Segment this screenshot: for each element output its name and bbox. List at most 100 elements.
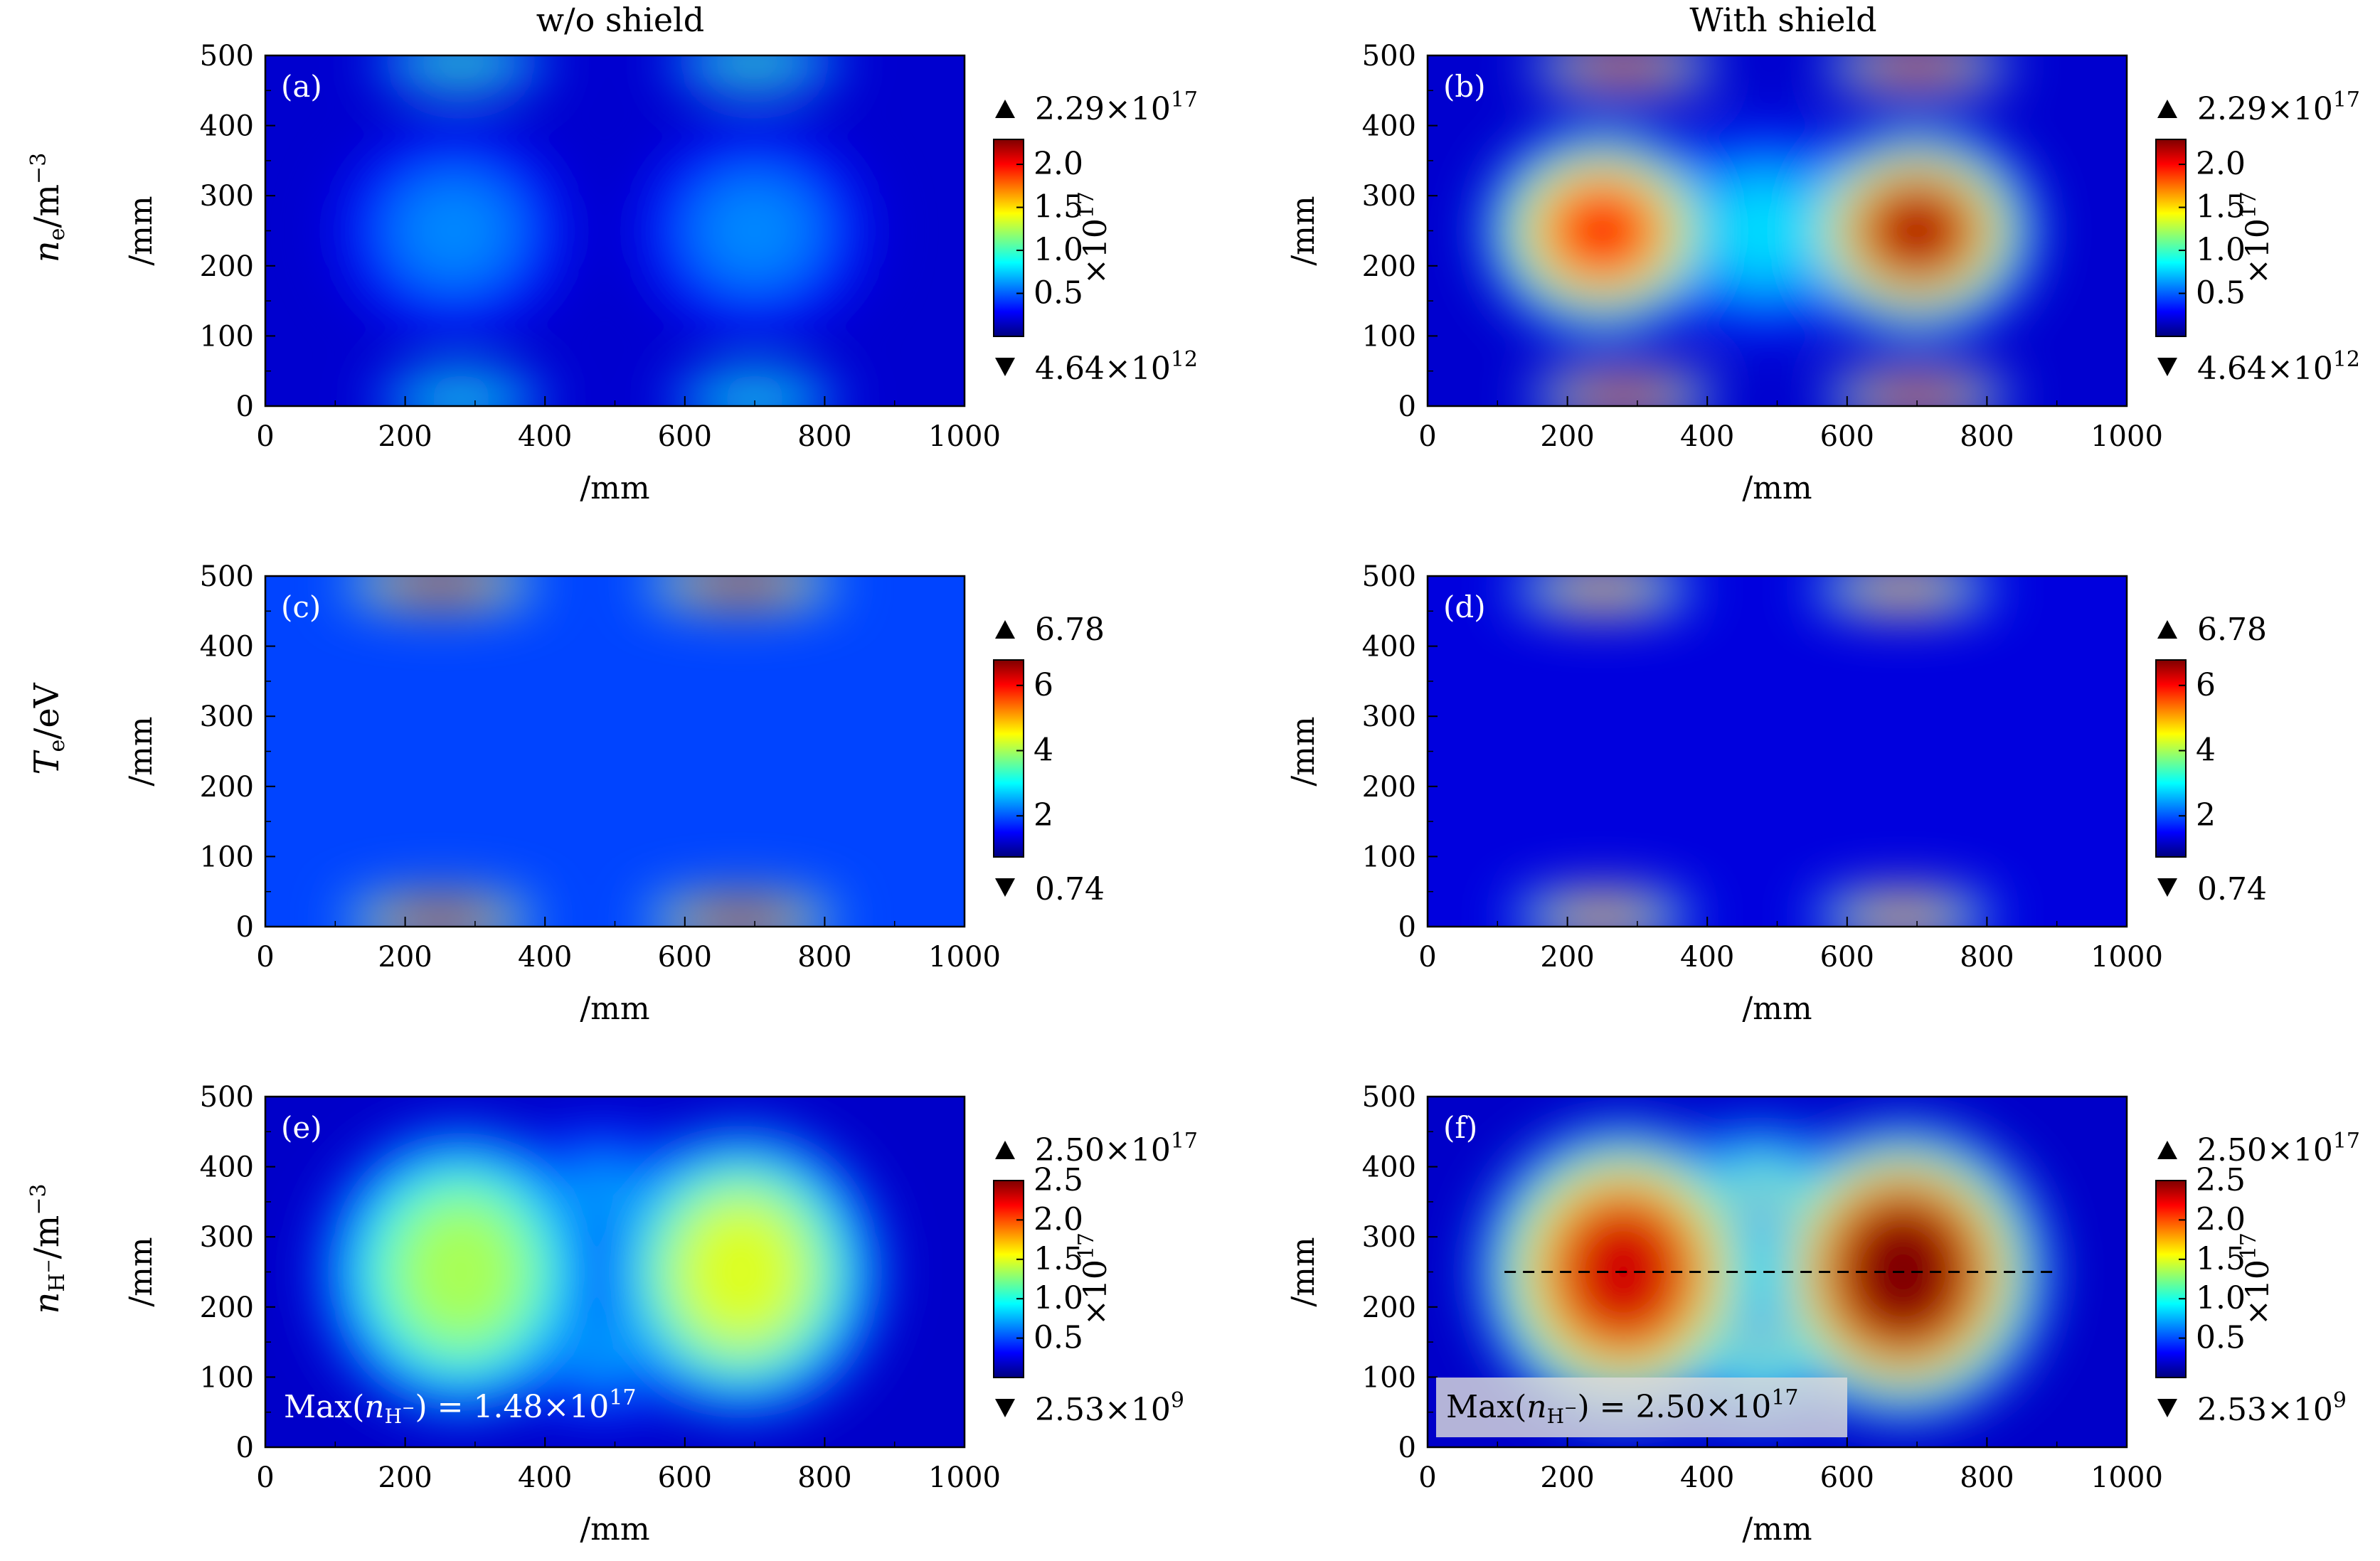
heatmap-hotspot [392, 576, 489, 597]
colorbar-tick-label: 0.5 [1034, 275, 1083, 311]
max-triangle-icon [2157, 620, 2177, 639]
x-tick-label: 0 [1418, 1461, 1436, 1494]
y-tick-label: 300 [1362, 1221, 1416, 1254]
colorbar-max-label: 6.78 [1035, 612, 1105, 648]
heatmap-panel-a: (a) 0 200 400 600 800 1000 0 100 200 300 400 500/mm /… [123, 40, 1198, 506]
y-tick-label: 200 [1362, 1291, 1416, 1324]
heatmap-hotspot [1554, 576, 1651, 602]
heatmap-field [1428, 55, 2127, 406]
y-tick-label: 0 [236, 911, 254, 944]
x-tick-label: 0 [256, 1461, 274, 1494]
colorbar-tick-label: 2.0 [1034, 1201, 1083, 1237]
colorbar: 2.52.0 1.51.0 0.5 2.50×1017 2.53×109 ×1017 [993, 1129, 1198, 1428]
y-tick-label: 100 [200, 1361, 254, 1394]
y-tick-label: 0 [1398, 390, 1416, 423]
max-triangle-icon [2157, 100, 2177, 118]
y-tick-label: 200 [1362, 771, 1416, 804]
colorbar-min-label: 4.64×1012 [1035, 347, 1198, 387]
min-triangle-icon [995, 358, 1015, 376]
x-axis-label: /mm [580, 470, 649, 506]
x-tick-label: 1000 [928, 941, 1001, 974]
x-tick-label: 600 [658, 941, 712, 974]
y-tick-label: 100 [1362, 841, 1416, 873]
colorbar-scale-label: ×1017 [1074, 191, 1114, 284]
x-tick-label: 400 [1680, 420, 1734, 453]
x-tick-label: 600 [658, 1461, 712, 1494]
y-tick-label: 200 [200, 1291, 254, 1324]
x-tick-label: 800 [1960, 1461, 2014, 1494]
heatmap-hotspot [1869, 382, 1965, 406]
y-tick-label: 500 [1362, 1081, 1416, 1114]
heatmap-hotspot [1854, 902, 1951, 927]
colorbar-tick-label: 2.5 [2196, 1162, 2246, 1198]
colorbar-gradient [993, 139, 1024, 337]
y-tick-label: 0 [1398, 1432, 1416, 1464]
x-tick-label: 600 [658, 420, 712, 453]
x-tick-label: 800 [797, 941, 851, 974]
annotation-text: Max(nH−) = 1.48×1017 [284, 1385, 637, 1428]
panels: (a)0 200 400 600 800 10000100200300400500/mm/… [123, 40, 2360, 1547]
colorbar-tick-label: 2 [2196, 797, 2216, 833]
x-tick-label: 1000 [2091, 941, 2163, 974]
heatmap-hotspot [675, 1198, 807, 1346]
x-tick-label: 1000 [2091, 1461, 2163, 1494]
heatmap-hotspot [1575, 382, 1672, 406]
y-tick-label: 400 [200, 631, 254, 664]
colorbar-max-label: 2.29×1017 [1035, 87, 1198, 127]
x-tick-label: 600 [1820, 1461, 1874, 1494]
colorbar-tick-label: 2.0 [1034, 146, 1083, 182]
x-tick-label: 800 [797, 420, 851, 453]
colorbar-max-label: 6.78 [2197, 612, 2267, 648]
panel-label: (c) [281, 590, 321, 624]
colorbar-tick-label: 6 [2196, 667, 2216, 703]
x-axis-label: /mm [1742, 470, 1812, 506]
colorbar-tick-label: 1.0 [1034, 1280, 1083, 1316]
heatmap-hotspot [1869, 55, 1965, 80]
colorbar-min-label: 0.74 [1035, 871, 1105, 907]
colorbar-max-label: 2.50×1017 [2197, 1129, 2360, 1168]
colorbar-min-label: 2.53×109 [1035, 1388, 1184, 1428]
heatmap-panel-c: (c) 0 200 400 600 800 1000 0 100 200 300 400 500/mm /… [123, 560, 1105, 1027]
y-tick-label: 500 [200, 40, 254, 73]
y-tick-label: 500 [1362, 40, 1416, 73]
heatmap-hotspot [706, 55, 803, 76]
y-axis-label: /mm [123, 1237, 159, 1306]
colorbar-gradient [993, 1180, 1024, 1378]
y-tick-label: 300 [200, 180, 254, 213]
colorbar: 6 4 2 6.78 0.74 [993, 612, 1105, 907]
y-tick-label: 500 [1362, 560, 1416, 593]
colorbar-tick-label: 4 [1034, 732, 1053, 768]
colorbar-max-label: 2.29×1017 [2197, 87, 2360, 127]
colorbar: 2.0 1.5 1.0 0.5 2.29×1017 4.64×1012 ×1017 [2155, 87, 2360, 387]
x-tick-label: 800 [1960, 941, 2014, 974]
colorbar-scale-label: ×1017 [2236, 1232, 2276, 1326]
heatmap-hotspot [692, 906, 789, 927]
y-tick-label: 100 [1362, 1361, 1416, 1394]
colorbar-tick-label: 2.0 [2196, 1201, 2246, 1237]
annotation-box [1436, 1378, 1847, 1437]
max-triangle-icon [2157, 1141, 2177, 1159]
colorbar-min-label: 0.74 [2197, 871, 2267, 907]
colorbar-gradient [2155, 139, 2187, 337]
y-tick-label: 400 [1362, 110, 1416, 143]
x-axis-label: /mm [580, 1511, 649, 1547]
heatmap-field [265, 1097, 965, 1447]
colorbar-tick-label: 1.0 [2196, 1280, 2246, 1316]
colorbar-tick-label: 0.5 [2196, 275, 2246, 311]
y-tick-label: 500 [200, 1081, 254, 1114]
max-triangle-icon [995, 100, 1015, 118]
x-axis-label: /mm [1742, 1511, 1812, 1547]
y-tick-label: 0 [1398, 911, 1416, 944]
x-tick-label: 0 [1418, 420, 1436, 453]
colorbar-gradient [2155, 659, 2187, 858]
colorbar-scale-label: ×1017 [2236, 191, 2276, 284]
x-tick-label: 200 [1540, 941, 1594, 974]
x-tick-label: 0 [1418, 941, 1436, 974]
colorbar-tick-label: 2 [1034, 797, 1053, 833]
y-tick-label: 500 [200, 560, 254, 593]
column-title-right: With shield [1689, 1, 1876, 39]
colorbar-tick-label: 1.5 [1034, 1241, 1083, 1277]
colorbar: 2.0 1.5 1.0 0.5 2.29×1017 4.64×1012 ×1017 [993, 87, 1198, 387]
y-tick-label: 300 [1362, 180, 1416, 213]
x-tick-label: 200 [1540, 420, 1594, 453]
